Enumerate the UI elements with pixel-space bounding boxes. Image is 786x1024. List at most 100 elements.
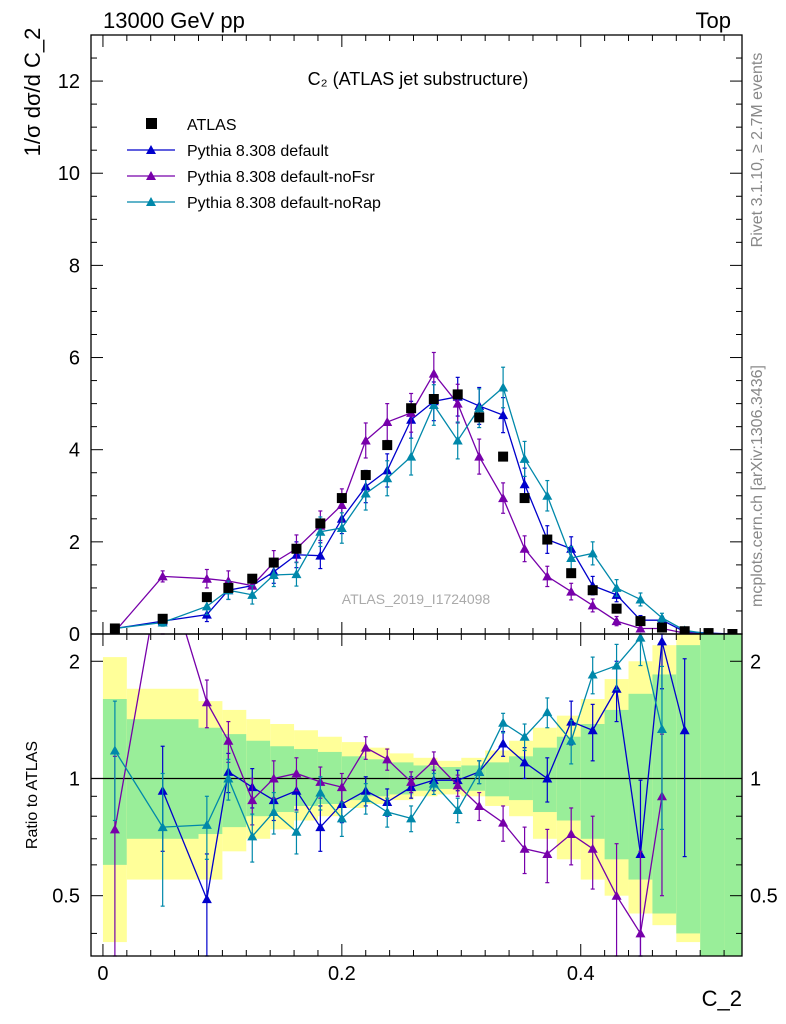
data-point xyxy=(727,629,738,634)
y-tick-label: 12 xyxy=(58,71,80,93)
ratio-point xyxy=(336,813,347,823)
data-point xyxy=(406,451,417,461)
ratio-point xyxy=(360,742,371,752)
data-point xyxy=(679,626,690,634)
data-point xyxy=(223,582,234,593)
ratio-point xyxy=(315,787,326,797)
data-point xyxy=(428,368,439,378)
ratio-point xyxy=(474,766,485,776)
ratio-point xyxy=(587,725,598,735)
ratio-frame xyxy=(90,633,743,957)
data-point xyxy=(566,586,577,596)
ratio-point xyxy=(291,826,302,836)
ratio-point xyxy=(566,735,577,745)
inner-band-bin xyxy=(700,634,725,956)
ratio-point xyxy=(201,819,212,829)
y-tick-label: 0 xyxy=(69,624,80,646)
data-point xyxy=(474,412,485,423)
data-point xyxy=(247,589,258,599)
ratio-point xyxy=(268,807,279,817)
ratio-point xyxy=(611,890,622,900)
data-point xyxy=(406,403,417,414)
data-point xyxy=(382,417,393,427)
data-point xyxy=(519,453,530,463)
ratio-point xyxy=(360,793,371,803)
legend: ATLAS Pythia 8.308 default Pythia 8.308 de… xyxy=(127,117,381,212)
data-point xyxy=(611,582,622,592)
ratio-point xyxy=(336,782,347,792)
ratio-point xyxy=(157,822,168,832)
data-point xyxy=(360,435,371,445)
ratio-point xyxy=(498,817,509,827)
data-point xyxy=(336,499,347,509)
data-point xyxy=(587,548,598,558)
ratio-point xyxy=(542,707,553,717)
data-point xyxy=(201,601,212,611)
inner-band-bin xyxy=(652,674,677,914)
x-tick-label: 0.4 xyxy=(567,963,595,985)
rivet-label: Rivet 3.1.10, ≥ 2.7M events xyxy=(749,53,766,248)
data-point xyxy=(542,571,553,581)
data-point xyxy=(474,451,485,461)
series-line xyxy=(114,386,733,634)
ratio-point xyxy=(611,660,622,670)
ratio-point xyxy=(566,829,577,839)
ratio-point xyxy=(519,843,530,853)
data-series xyxy=(109,389,738,634)
legend-label: Pythia 8.308 default xyxy=(187,143,329,160)
data-point xyxy=(587,600,598,610)
data-point xyxy=(157,613,168,624)
data-point xyxy=(542,534,553,545)
x-tick-label: 0.2 xyxy=(328,963,356,985)
data-point xyxy=(635,616,646,627)
ratio-point xyxy=(406,776,417,786)
inner-band-bin xyxy=(270,746,295,813)
chart-title: C₂ (ATLAS jet substructure) xyxy=(308,69,529,89)
ratio-point xyxy=(656,723,667,733)
ratio-point xyxy=(587,843,598,853)
y-tick-label: 10 xyxy=(58,163,80,185)
ratio-point xyxy=(201,894,212,904)
data-point xyxy=(611,616,622,626)
ratio-point xyxy=(635,632,646,642)
inner-band-bin xyxy=(365,759,390,797)
legend-marker xyxy=(146,171,156,180)
data-point xyxy=(360,488,371,498)
ratio-y-tick-label: 2 xyxy=(750,651,761,673)
ratio-point xyxy=(587,669,598,679)
ratio-point xyxy=(223,735,234,745)
data-point xyxy=(336,493,347,504)
ratio-point xyxy=(223,773,234,783)
inner-band-bin xyxy=(604,709,629,860)
ratio-point xyxy=(382,807,393,817)
data-point xyxy=(542,490,553,500)
data-point xyxy=(635,594,646,604)
data-point xyxy=(315,526,326,536)
x-axis-label: C_2 xyxy=(702,986,742,1011)
ratio-point xyxy=(519,731,530,741)
y-tick-label: 4 xyxy=(69,440,80,462)
legend-marker xyxy=(146,197,156,206)
ratio-point xyxy=(519,757,530,767)
data-point xyxy=(703,628,714,634)
data-point xyxy=(498,493,509,503)
data-point xyxy=(519,543,530,553)
main-plot xyxy=(109,351,738,634)
ratio-point xyxy=(498,717,509,727)
ratio-series-3 xyxy=(109,632,667,907)
data-point xyxy=(656,622,667,633)
ratio-point xyxy=(382,754,393,764)
ratio-point xyxy=(247,795,258,805)
y-tick-label: 6 xyxy=(69,348,80,370)
ratio-y-tick-label: 2 xyxy=(69,651,80,673)
ratio-point xyxy=(428,755,439,765)
ratio-point xyxy=(474,800,485,810)
inner-band-bin xyxy=(676,645,701,934)
data-point xyxy=(635,623,646,633)
data-point xyxy=(268,570,279,580)
data-point xyxy=(315,550,326,560)
process-label: Top xyxy=(696,8,731,33)
data-point xyxy=(201,573,212,583)
